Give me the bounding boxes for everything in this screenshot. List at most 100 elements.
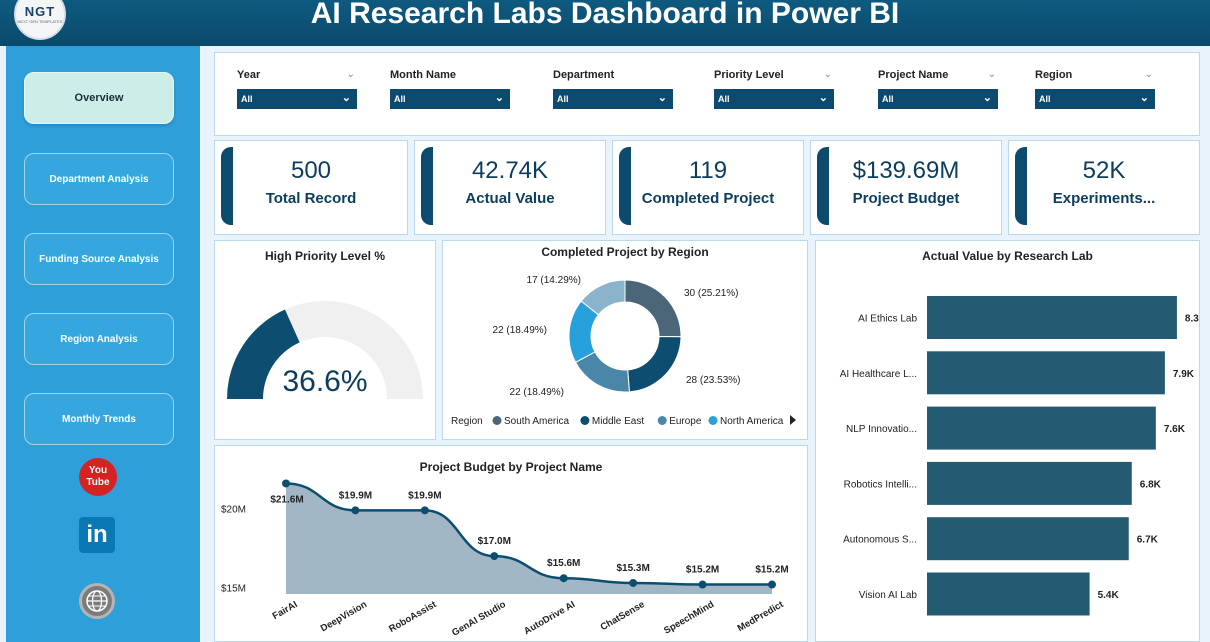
chevron-down-icon: ⌄: [657, 92, 667, 104]
x-tick-label: AutoDrive AI: [522, 599, 577, 637]
kpi-value: 52K: [1082, 157, 1126, 184]
bar: [927, 406, 1156, 450]
area-data-label: $15.6M: [547, 558, 580, 569]
bar-category-label: AI Healthcare L...: [840, 369, 917, 380]
bar-data-label: 7.9K: [1173, 369, 1195, 380]
linkedin-icon[interactable]: in: [79, 517, 115, 553]
bar: [927, 572, 1090, 616]
month-name-filter-select[interactable]: All ⌄: [390, 89, 510, 109]
bar-category-label: AI Ethics Lab: [858, 314, 917, 325]
area-data-label: $21.6M: [270, 494, 303, 505]
nav-region-analysis-button[interactable]: Region Analysis: [24, 313, 174, 365]
area-data-label: $19.9M: [339, 490, 372, 501]
legend-next-icon: [790, 415, 796, 425]
area-point: [351, 506, 360, 515]
chevron-down-icon: ⌄: [982, 92, 992, 104]
chevron-down-icon: ⌄: [818, 92, 828, 104]
chevron-down-icon[interactable]: ⌄: [823, 69, 832, 80]
gauge-title: High Priority Level %: [264, 249, 386, 263]
y-tick-label: $15M: [221, 584, 246, 595]
x-tick-label: MedPredict: [736, 599, 787, 635]
area-title: Project Budget by Project Name: [419, 460, 603, 474]
bar-data-label: 5.4K: [1098, 590, 1120, 601]
year-filter-value: All: [241, 94, 253, 104]
bar-data-label: 6.8K: [1140, 479, 1162, 490]
y-tick-label: $20M: [221, 505, 246, 516]
chevron-down-icon[interactable]: ⌄: [987, 69, 996, 80]
legend-item: North America: [720, 416, 784, 427]
region-filter-select[interactable]: All ⌄: [1035, 89, 1155, 109]
kpi-value: 119: [688, 157, 728, 184]
nav-funding-source-analysis-button[interactable]: Funding Source Analysis: [24, 233, 174, 285]
month-name-filter[interactable]: Month Name All ⌄: [390, 69, 512, 109]
priority-level-filter[interactable]: Priority Level ⌄ All ⌄: [714, 69, 836, 109]
area-data-label: $15.3M: [616, 563, 649, 574]
region-filter-label: Region: [1035, 69, 1073, 81]
legend-item: Middle East: [592, 416, 644, 427]
area-panel: Project Budget by Project Name $20M $15M $…: [214, 445, 808, 642]
department-filter-select[interactable]: All ⌄: [553, 89, 673, 109]
bar: [927, 351, 1165, 395]
area-data-label: $15.2M: [686, 565, 719, 576]
chevron-down-icon[interactable]: ⌄: [346, 69, 355, 80]
donut-slice: [624, 279, 682, 338]
bar: [927, 296, 1177, 339]
area-data-label: $15.2M: [755, 565, 788, 576]
chevron-down-icon: ⌄: [1139, 92, 1149, 104]
youtube-icon[interactable]: You Tube: [79, 458, 117, 496]
region-filter[interactable]: Region ⌄ All ⌄: [1035, 69, 1157, 109]
kpi-label: Completed Project: [641, 190, 775, 207]
department-filter-label: Department: [553, 69, 615, 81]
kpi-card-experiments: 52K Experiments...: [1008, 140, 1200, 235]
project-name-filter[interactable]: Project Name ⌄ All ⌄: [878, 69, 1000, 109]
nav-department-analysis-button[interactable]: Department Analysis: [24, 153, 174, 205]
nav-overview-button[interactable]: Overview: [24, 72, 174, 124]
bar-category-label: Autonomous S...: [843, 535, 917, 546]
month-name-filter-label: Month Name: [390, 69, 456, 81]
bar-category-label: Robotics Intelli...: [844, 479, 917, 490]
area-point: [490, 552, 499, 561]
ngt-logo: NGT NEXT GEN TEMPLATES: [14, 0, 66, 40]
kpi-value: 42.74K: [471, 157, 549, 184]
kpi-card-actual-value: 42.74K Actual Value: [414, 140, 606, 235]
globe-icon[interactable]: [79, 583, 115, 619]
area-data-label: $19.9M: [408, 490, 441, 501]
chevron-down-icon[interactable]: ⌄: [1144, 69, 1153, 80]
kpi-accent-bar: [817, 147, 829, 225]
gauge-chart[interactable]: 36.6%: [215, 241, 435, 439]
year-filter[interactable]: Year ⌄ All ⌄: [237, 69, 359, 109]
donut-data-label: 22 (18.49%): [493, 325, 547, 336]
kpi-label: Total Record: [265, 190, 357, 207]
kpi-value: $139.69M: [852, 157, 960, 184]
youtube-icon-text-you: You: [88, 465, 108, 476]
kpi-label: Experiments...: [1052, 190, 1156, 207]
project-name-filter-value: All: [882, 94, 894, 104]
kpi-card-total-record: 500 Total Record: [214, 140, 408, 235]
department-filter[interactable]: Department All ⌄: [553, 69, 675, 109]
sidebar: Overview Department Analysis Funding Sou…: [6, 46, 200, 642]
priority-level-filter-select[interactable]: All ⌄: [714, 89, 834, 109]
donut-chart[interactable]: 30 (25.21%) 28 (23.53%) 22 (18.49%) 22 (18.…: [443, 241, 807, 439]
area-point: [768, 580, 776, 589]
nav-monthly-trends-button[interactable]: Monthly Trends: [24, 393, 174, 445]
kpi-value: 500: [290, 157, 332, 184]
area-chart[interactable]: $20M $15M $21.6M FairAI $19.9M DeepVision $19.…: [215, 446, 807, 642]
donut-data-label: 22 (18.49%): [510, 387, 564, 398]
bar-title: Actual Value by Research Lab: [922, 249, 1093, 263]
donut-data-label: 28 (23.53%): [686, 375, 740, 386]
bar-chart[interactable]: AI Ethics Lab 8.3K AI Healthcare L... 7.9K N…: [816, 241, 1199, 641]
year-filter-select[interactable]: All ⌄: [237, 89, 357, 109]
area-point: [698, 580, 707, 589]
project-name-filter-select[interactable]: All ⌄: [878, 89, 998, 109]
page-title: AI Research Labs Dashboard in Power BI: [310, 0, 900, 30]
chevron-down-icon: ⌄: [494, 92, 504, 104]
bar: [927, 517, 1129, 561]
kpi-accent-bar: [1015, 147, 1027, 225]
legend-item: South America: [504, 416, 569, 427]
bar-data-label: 6.7K: [1137, 535, 1159, 546]
area-point: [629, 578, 638, 587]
donut-slice: [627, 335, 682, 393]
year-filter-label: Year: [237, 69, 261, 81]
donut-legend-title: Region: [451, 416, 483, 427]
kpi-accent-bar: [421, 147, 433, 225]
